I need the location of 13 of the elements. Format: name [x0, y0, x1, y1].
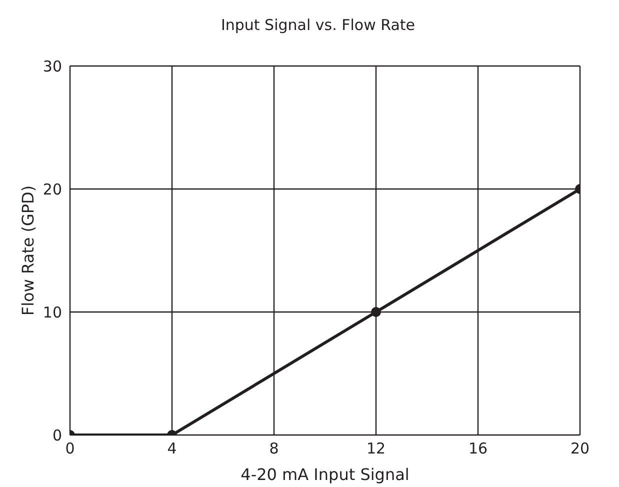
y-tick-label: 10 — [42, 303, 62, 322]
x-tick-label: 16 — [468, 440, 488, 458]
y-tick-label: 30 — [42, 57, 62, 76]
y-tick-label: 20 — [42, 180, 62, 198]
x-tick-label: 4 — [167, 440, 177, 458]
y-axis-title: Flow Rate (GPD) — [18, 185, 38, 316]
x-tick-label: 12 — [366, 440, 386, 458]
x-axis-title: 4-20 mA Input Signal — [240, 465, 410, 484]
x-tick-label: 0 — [65, 440, 75, 458]
x-tick-label: 8 — [269, 440, 279, 458]
x-tick-label: 20 — [570, 440, 590, 458]
chart-title: Input Signal vs. Flow Rate — [220, 16, 416, 34]
y-tick-label: 0 — [52, 426, 62, 444]
